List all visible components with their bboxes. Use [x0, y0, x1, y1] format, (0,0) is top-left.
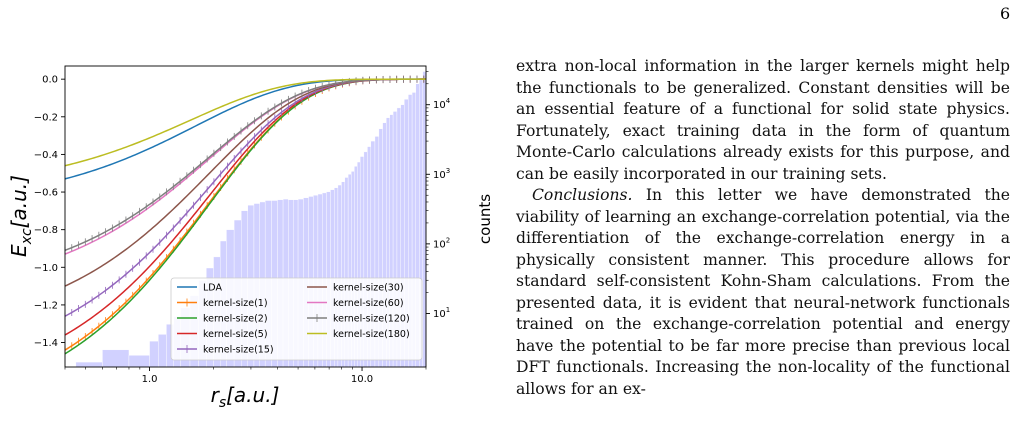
y-tick-label: −1.4: [34, 338, 58, 349]
legend-label: LDA: [203, 283, 222, 294]
body-paragraph-2: Conclusions. In this letter we have demo…: [516, 185, 1010, 400]
legend-item: kernel-size(60): [307, 298, 404, 309]
y-tick-label: 0.0: [42, 75, 58, 86]
line: [64, 78, 426, 167]
conclusions-heading: Conclusions.: [532, 186, 633, 204]
y-tick-label: −0.4: [34, 150, 58, 161]
conclusions-text: In this letter we have demonstrated the …: [516, 186, 1010, 398]
y-tick-label: −0.2: [34, 112, 58, 123]
y-tick-label: −0.6: [34, 188, 58, 199]
histogram-bar: [158, 334, 167, 368]
y2-axis-ticks: 104 103 102 101: [426, 71, 451, 320]
histogram-bar: [75, 361, 103, 368]
legend-label: kernel-size(60): [333, 298, 404, 309]
histogram-bar: [128, 355, 150, 368]
y-axis-ticks: 0.0 −0.2 −0.4 −0.6 −0.8 −1.0 −1.2 −1.4: [34, 75, 65, 349]
y-axis-label: Exc[a.u.]: [7, 175, 35, 257]
x-axis-label: rs[a.u.]: [211, 383, 280, 411]
legend-item: kernel-size(120): [307, 314, 410, 325]
y2-axis-label: counts: [476, 194, 494, 244]
body-paragraph-1: extra non-local information in the large…: [516, 57, 1010, 183]
x-tick-label: 10.0: [351, 374, 373, 385]
legend-label: kernel-size(30): [333, 283, 404, 294]
exchange-correlation-energy-figure: 1.0 10.0 0.0−0.2−0.4−0.6−0.8−1.0−1.2−1.4 …: [7, 65, 494, 411]
legend-item: kernel-size(1): [177, 298, 268, 309]
legend-label: kernel-size(5): [203, 329, 268, 340]
legend-label: kernel-size(2): [203, 314, 268, 325]
body-text: extra non-local information in the large…: [516, 56, 1010, 400]
legend-label: kernel-size(15): [203, 345, 274, 356]
legend-item: kernel-size(30): [307, 283, 404, 294]
histogram-bar: [102, 349, 130, 368]
legend: LDA kernel-size(1) kernel-size(2) kernel-si…: [170, 277, 423, 361]
y2-tick-label: 101: [433, 306, 450, 320]
x-tick-label: 1.0: [142, 374, 158, 385]
legend-box: [170, 277, 423, 361]
page-number: 6: [1000, 4, 1011, 23]
legend-item: kernel-size(2): [177, 314, 268, 325]
legend-label: kernel-size(1): [203, 298, 268, 309]
curve-kernel-size(120): [64, 75, 426, 254]
legend-label: kernel-size(180): [333, 329, 410, 340]
y-tick-label: −0.8: [34, 225, 58, 236]
plot-frame: [64, 65, 427, 368]
energy-curves: [64, 75, 426, 355]
y2-tick-label: 102: [433, 236, 450, 250]
legend-item: LDA: [177, 283, 222, 294]
x-axis-ticks: 1.0 10.0: [64, 367, 427, 385]
histogram-bar: [149, 340, 159, 368]
y2-tick-label: 104: [433, 97, 451, 111]
legend-item: kernel-size(15): [177, 345, 274, 356]
legend-label: kernel-size(120): [333, 314, 410, 325]
histogram-bar: [422, 71, 427, 368]
line: [64, 78, 426, 252]
y2-tick-label: 103: [433, 167, 450, 181]
curve-kernel-size(180): [64, 78, 426, 167]
legend-item: kernel-size(5): [177, 329, 268, 340]
legend-item: kernel-size(180): [307, 329, 410, 340]
y-tick-label: −1.2: [34, 300, 58, 311]
y-tick-label: −1.0: [34, 263, 58, 274]
